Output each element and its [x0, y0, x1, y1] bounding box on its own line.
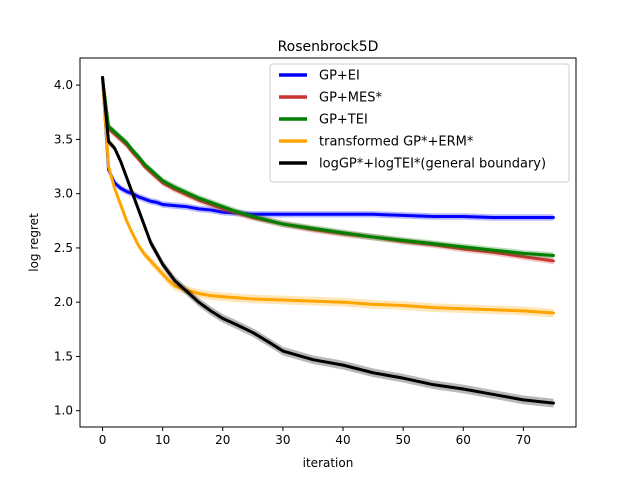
- y-tick-label: 2.5: [54, 241, 73, 255]
- plot-frame: [79, 57, 577, 428]
- chart-title: Rosenbrock5D: [278, 39, 379, 55]
- legend-item: transformed GP*+ERM*: [279, 135, 474, 150]
- series-layer: [101, 75, 555, 408]
- x-tick-label: 60: [456, 433, 471, 447]
- legend-item: GP+MES*: [279, 91, 382, 106]
- x-tick-label: 40: [335, 433, 350, 447]
- series-line: [101, 77, 555, 315]
- x-axis: 0 10 20 30 40 50 60 70: [99, 427, 531, 447]
- legend: GP+EI GP+MES* GP+TEI transformed GP*+ERM* lo…: [269, 63, 570, 183]
- y-tick-label: 1.0: [54, 404, 73, 418]
- x-axis-label: iteration: [303, 456, 354, 470]
- y-tick-label: 3.0: [54, 187, 73, 201]
- legend-label: logGP*+logTEI*(general boundary): [319, 157, 546, 172]
- legend-box: [269, 63, 570, 183]
- legend-item: GP+EI: [279, 69, 360, 84]
- series-line: [101, 76, 555, 405]
- y-tick-label: 2.0: [54, 295, 73, 309]
- legend-label: GP+EI: [319, 69, 360, 84]
- y-tick-label: 1.5: [54, 349, 73, 363]
- legend-item: logGP*+logTEI*(general boundary): [279, 157, 546, 172]
- x-tick-label: 20: [215, 433, 230, 447]
- y-axis-label: log regret: [27, 213, 41, 272]
- y-tick-label: 3.5: [54, 132, 73, 146]
- x-tick-label: 50: [396, 433, 411, 447]
- x-tick-label: 10: [155, 433, 170, 447]
- series-3: [101, 76, 555, 318]
- legend-label: transformed GP*+ERM*: [319, 135, 474, 150]
- legend-label: GP+TEI: [319, 113, 368, 128]
- y-axis: 1.0 1.5 2.0 2.5 3.0 3.5 4.0: [54, 78, 80, 418]
- series-0: [101, 75, 555, 221]
- legend-label: GP+MES*: [319, 91, 382, 106]
- series-line: [101, 77, 555, 258]
- series-2: [101, 76, 555, 259]
- series-4: [101, 75, 555, 408]
- x-tick-label: 0: [99, 433, 107, 447]
- x-tick-label: 30: [275, 433, 290, 447]
- legend-item: GP+TEI: [279, 113, 368, 128]
- y-tick-label: 4.0: [54, 78, 73, 92]
- x-tick-label: 70: [516, 433, 531, 447]
- series-line: [101, 76, 555, 220]
